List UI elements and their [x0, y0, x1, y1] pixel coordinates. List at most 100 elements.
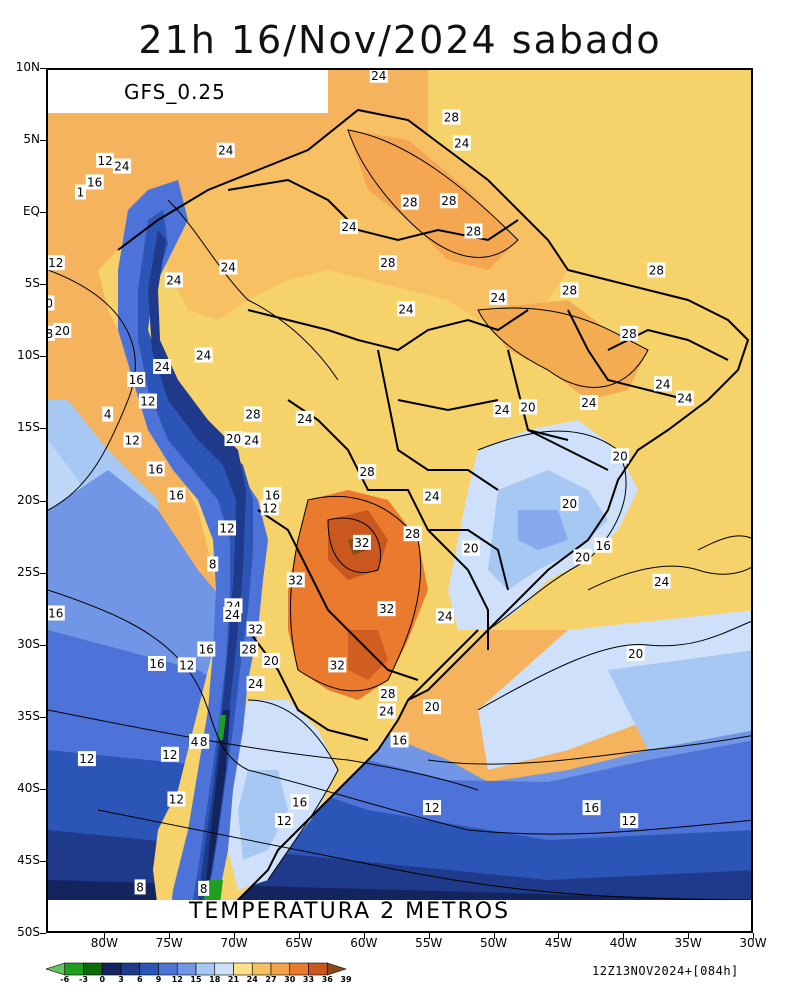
longitude-tick [234, 933, 236, 939]
longitude-tick-label: 60W [350, 936, 378, 950]
colorbar-swatch [83, 962, 103, 976]
contour-label: 24 [675, 390, 694, 406]
contour-label-text: 28 [405, 527, 420, 541]
colorbar-label: -3 [79, 975, 88, 984]
contour-label: 24 [194, 347, 213, 363]
longitude-tick-label: 65W [285, 936, 313, 950]
contour-label-text: 12 [219, 521, 234, 535]
contour-label-text: 20 [424, 700, 439, 714]
contour-label-text: 24 [225, 608, 240, 622]
contour-label-text: 16 [584, 801, 599, 815]
colorbar-label: 12 [171, 975, 183, 984]
contour-label-text: 4 [191, 735, 199, 749]
longitude-tick [753, 933, 754, 939]
colorbar-label: 39 [340, 975, 352, 984]
longitude-tick [688, 933, 690, 939]
contour-label: 16 [48, 605, 65, 621]
contour-label-text: 24 [437, 609, 452, 623]
latitude-tick [40, 716, 46, 718]
contour-label-text: 20 [48, 297, 53, 311]
contour-label-text: 12 [125, 434, 140, 448]
contour-label: 24 [219, 259, 238, 275]
contour-label-text: 28 [466, 224, 481, 238]
contour-label: 12 [422, 800, 441, 816]
contour-label: 28 [358, 464, 377, 480]
contour-label-text: 28 [402, 196, 417, 210]
contour-label-text: 20 [575, 550, 590, 564]
contour-label: 12 [167, 791, 186, 807]
longitude-tick-label: 35W [674, 936, 702, 950]
latitude-tick-label: 40S [17, 780, 40, 795]
contour-label: 32 [377, 601, 396, 617]
contour-label-text: 24 [221, 261, 236, 275]
contour-label-text: 20 [55, 324, 70, 338]
contour-label: 20 [53, 322, 72, 338]
contour-label-text: 20 [226, 432, 241, 446]
contour-label: 28 [240, 641, 259, 657]
colorbar-swatch [46, 962, 66, 976]
contour-label: 20 [626, 645, 645, 661]
colorbar-label: -6 [60, 975, 70, 984]
contour-label-text: 20 [463, 542, 478, 556]
contour-label: 32 [246, 621, 265, 637]
contour-label-text: 12 [140, 395, 155, 409]
contour-label-text: 28 [245, 408, 260, 422]
variable-label-text: TEMPERATURA 2 METROS [188, 899, 511, 924]
latitude-tick [40, 500, 46, 502]
longitude-tick-label: 30W [739, 936, 767, 950]
contour-label-text: 28 [441, 194, 456, 208]
latitude-tick [40, 860, 46, 862]
colorbar-swatch [251, 962, 272, 976]
contour-label: 24 [377, 703, 396, 719]
contour-label: 24 [223, 606, 242, 622]
contour-label: 4 [102, 406, 114, 422]
contour-label: 28 [403, 526, 422, 542]
temperature-colorbar [46, 962, 347, 976]
longitude-tick-label: 45W [544, 936, 572, 950]
contour-label-text: 20 [562, 497, 577, 511]
contour-label-text: 24 [371, 70, 386, 83]
longitude-tick-label: 50W [479, 936, 508, 950]
contour-label-text: 16 [199, 643, 214, 657]
contour-label: 20 [262, 653, 281, 669]
contour-label: 24 [339, 219, 358, 235]
colorbar-swatch [214, 962, 234, 976]
latitude-tick-label: 50S [17, 925, 40, 939]
contour-label-text: 24 [581, 396, 596, 410]
latitude-tick-label: 45S [17, 852, 40, 867]
map-frame: 24 28 24 24 24 12 16 1 28 28 24 28 12 24 24 28 28 28 24 24 2… [46, 68, 753, 933]
contour-label-text: 1 [77, 186, 85, 200]
contour-label: 24 [369, 70, 388, 83]
contour-label: 16 [147, 655, 166, 671]
contour-label: 28 [620, 325, 639, 341]
latitude-tick-label: 5S [24, 276, 40, 291]
contour-label: 20 [560, 495, 579, 511]
contour-label-text: 12 [48, 256, 63, 270]
contour-label: 20 [461, 540, 480, 556]
contour-label: 16 [127, 371, 146, 387]
contour-label: 1 [74, 184, 86, 200]
colorbar-label: 9 [155, 975, 162, 984]
contour-label-text: 24 [654, 575, 669, 589]
contour-label: 8 [198, 733, 210, 749]
latitude-tick-label: 20S [17, 492, 40, 507]
contour-label-text: 12 [97, 154, 112, 168]
contour-label: 8 [48, 325, 55, 341]
contour-label-text: 24 [114, 160, 129, 174]
contour-label: 24 [493, 402, 512, 418]
contour-label-text: 16 [48, 607, 63, 621]
colorbar-swatch [195, 962, 216, 976]
contour-label-text: 28 [649, 263, 664, 277]
contour-label-text: 28 [444, 111, 459, 125]
colorbar-label: 36 [321, 975, 333, 984]
colorbar-label: 18 [209, 975, 221, 984]
contour-label-text: 16 [265, 488, 280, 502]
contour-label: 28 [647, 262, 666, 278]
longitude-tick-label: 80W [90, 936, 118, 950]
contour-label: 24 [246, 676, 265, 692]
latitude-tick [40, 572, 46, 574]
colorbar-swatch [176, 962, 197, 976]
contour-label: 28 [560, 282, 579, 298]
longitude-tick [428, 933, 430, 939]
